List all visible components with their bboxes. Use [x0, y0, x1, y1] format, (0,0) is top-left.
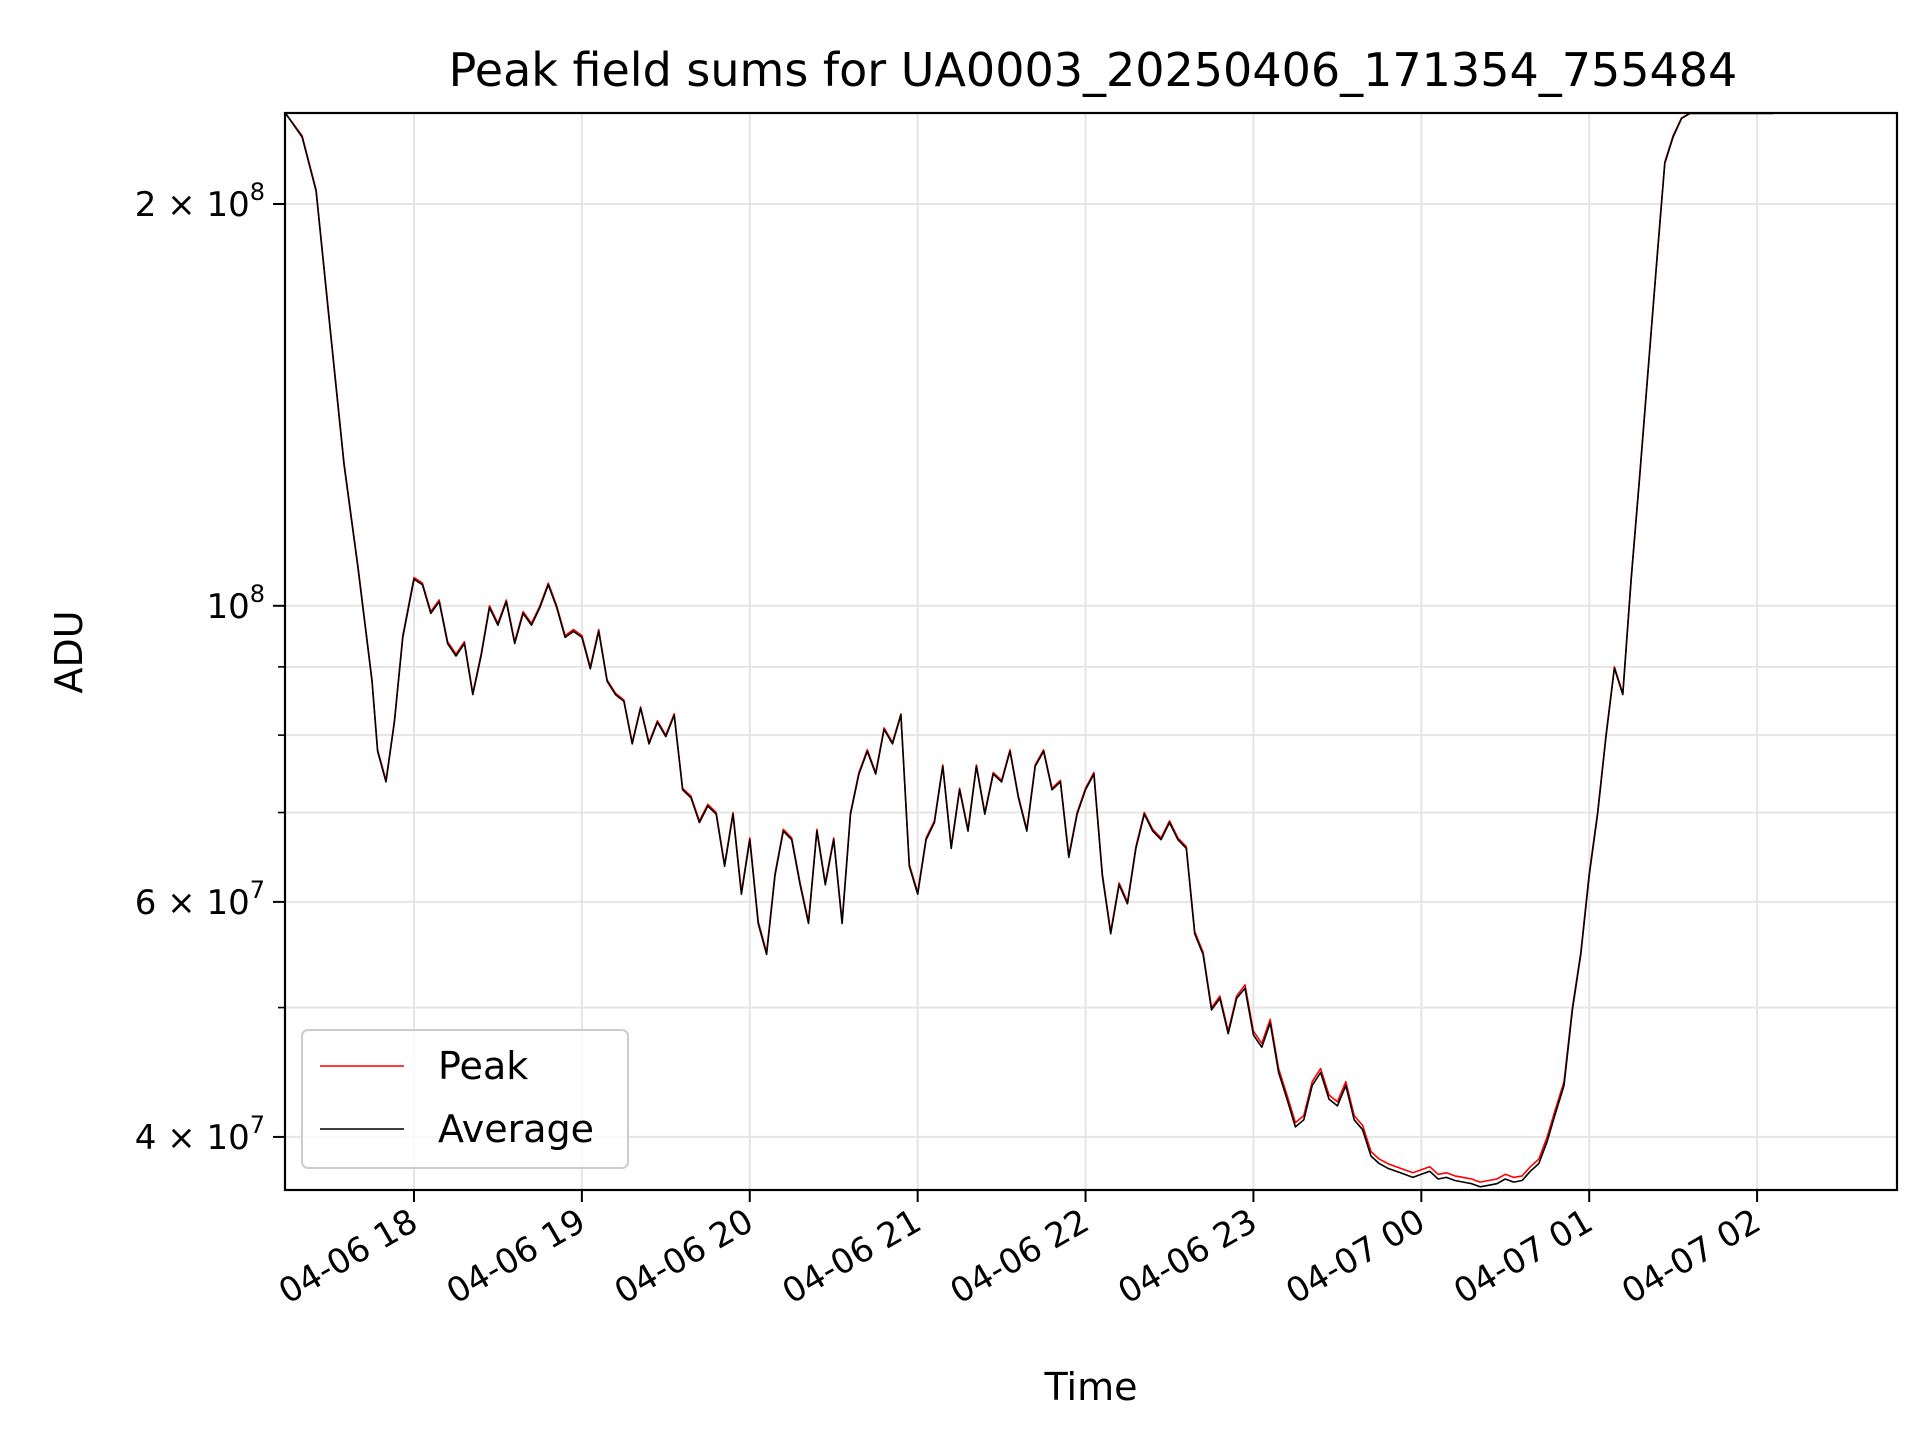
legend: Peak Average	[301, 1029, 629, 1169]
x-axis-label: Time	[1044, 1365, 1138, 1409]
grid	[285, 113, 1897, 1190]
series-lines	[284, 112, 1774, 1188]
series-line-average	[284, 112, 1774, 1188]
plot-frame	[283, 111, 1899, 1192]
y-tick-label: 2 × 108	[135, 178, 265, 225]
y-tick-label: 108	[206, 580, 265, 627]
y-axis-label: ADU	[47, 610, 91, 693]
y-tick-label: 6 × 107	[135, 876, 265, 923]
chart-title: Peak field sums for UA0003_20250406_1713…	[449, 43, 1738, 97]
legend-label-average: Average	[438, 1107, 594, 1151]
legend-box	[301, 1029, 629, 1169]
legend-label-peak: Peak	[438, 1044, 528, 1088]
y-tick-label: 4 × 107	[135, 1111, 265, 1158]
